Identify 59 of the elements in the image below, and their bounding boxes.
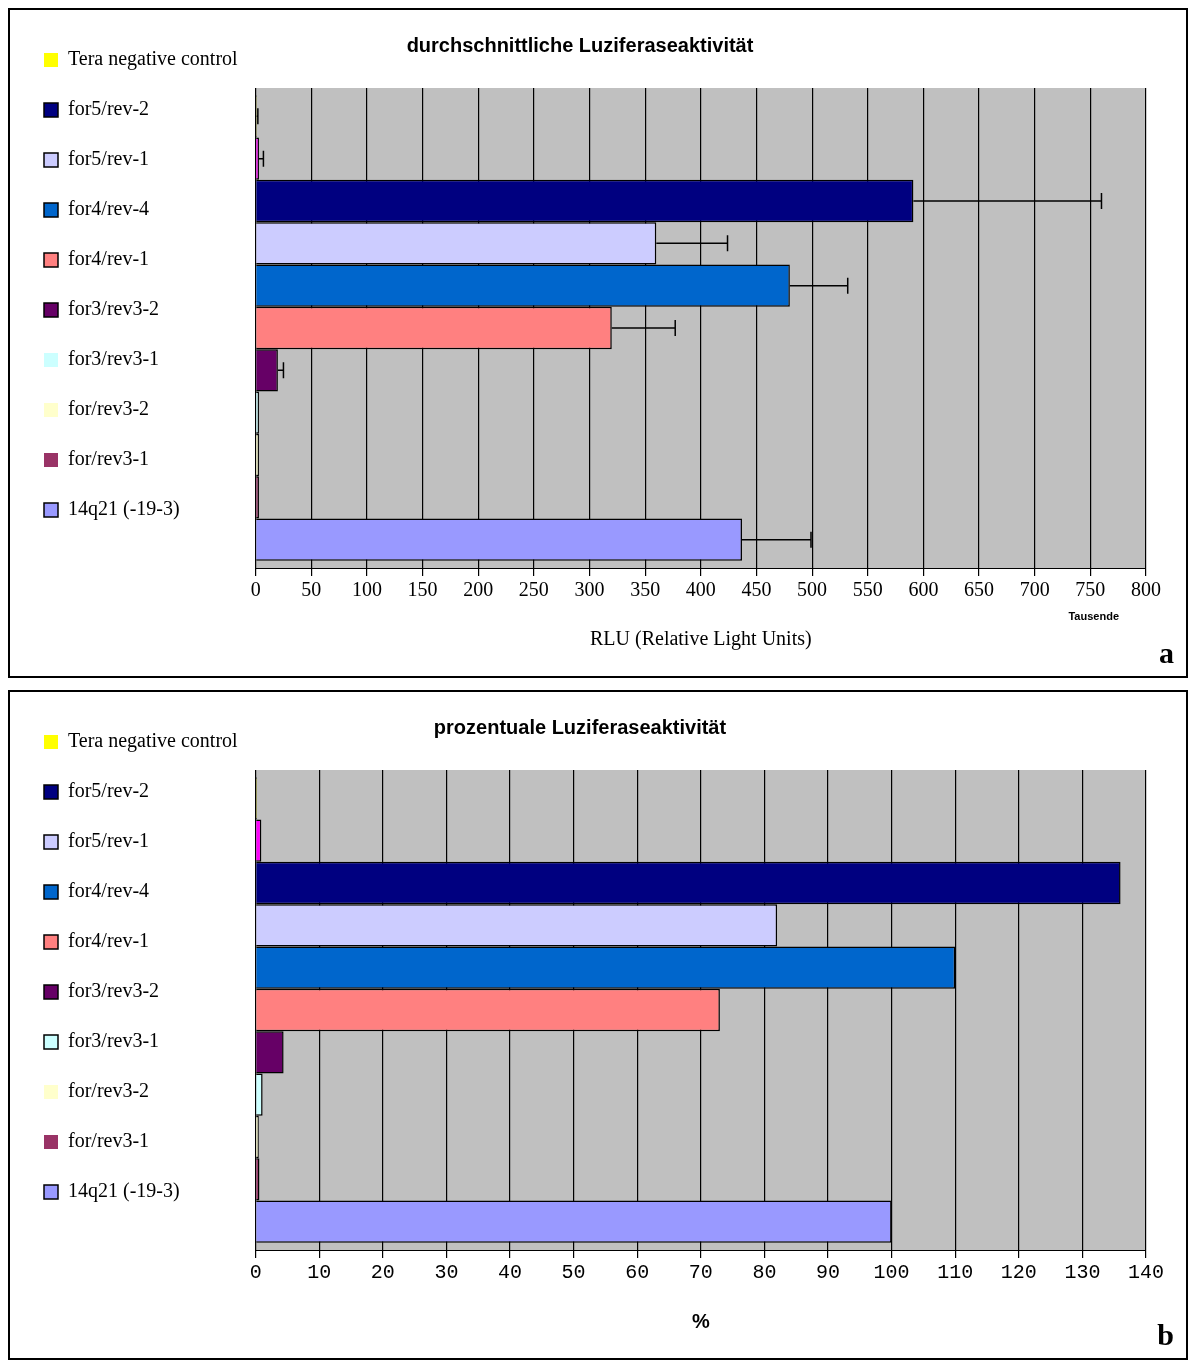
- x-tick-label: 70: [688, 1261, 713, 1285]
- x-axis-title: %: [691, 1309, 710, 1332]
- legend-label: for4/rev-4: [68, 197, 150, 220]
- legend-label: for5/rev-2: [68, 779, 150, 802]
- legend-label: 14q21 (-19-3): [68, 497, 180, 521]
- chart-title: durchschnittliche Luziferaseaktivität: [406, 33, 754, 56]
- x-tick-label: 0: [249, 1261, 262, 1285]
- x-tick-label: 80: [752, 1261, 777, 1285]
- legend-label: for3/rev3-1: [68, 347, 160, 370]
- text: a: [1159, 636, 1174, 670]
- x-tick-label: 400: [685, 578, 716, 601]
- x-tick-label: 50: [561, 1261, 586, 1285]
- x-tick-label: 500: [797, 578, 828, 601]
- x-tick-label: 0: [250, 578, 261, 601]
- x-tick-label: 250: [518, 578, 549, 601]
- x-tick-label: 750: [1075, 578, 1106, 601]
- x-tick-label: 300: [574, 578, 605, 601]
- x-tick-label: 700: [1019, 578, 1050, 601]
- x-tick-label: 50: [301, 578, 322, 601]
- x-tick-label: 450: [741, 578, 772, 601]
- x-tick-label: 100: [873, 1261, 910, 1285]
- x-tick-label: 110: [937, 1261, 974, 1285]
- legend-label: for3/rev3-2: [68, 979, 160, 1002]
- legend-label: for/rev3-1: [68, 1129, 150, 1152]
- x-tick-label: 600: [908, 578, 939, 601]
- x-tick-label: 130: [1064, 1261, 1101, 1285]
- x-axis-title: RLU (Relative Light Units): [589, 627, 812, 651]
- legend-label: 14q21 (-19-3): [68, 1179, 180, 1203]
- legend-label: Tera negative control: [68, 729, 239, 753]
- x-tick-label: 550: [852, 578, 883, 601]
- legend-label: for4/rev-4: [68, 879, 150, 902]
- legend-label: for4/rev-1: [68, 247, 150, 270]
- x-tick-label: 90: [816, 1261, 841, 1285]
- chart-title: prozentuale Luziferaseaktivität: [433, 715, 727, 738]
- x-tick-label: 40: [498, 1261, 523, 1285]
- legend-label: for5/rev-1: [68, 147, 150, 170]
- x-tick-label: 200: [463, 578, 494, 601]
- x-tick-label: 650: [964, 578, 995, 601]
- x-tick-label: 800: [1131, 578, 1161, 601]
- legend-label: for4/rev-1: [68, 929, 150, 952]
- x-tick-label: 10: [307, 1261, 332, 1285]
- legend-label: for5/rev-1: [68, 829, 150, 852]
- legend-label: for/rev3-2: [68, 1079, 150, 1102]
- x-tick-label: 120: [1000, 1261, 1037, 1285]
- x-tick-label: 350: [630, 578, 661, 601]
- legend-label: for3/rev3-2: [68, 297, 160, 320]
- text: Tausende: [1068, 610, 1119, 622]
- text: b: [1157, 1318, 1174, 1352]
- legend-label: for5/rev-2: [68, 97, 150, 120]
- x-tick-label: 100: [351, 578, 382, 601]
- x-tick-label: 20: [370, 1261, 395, 1285]
- x-tick-label: 140: [1127, 1261, 1165, 1285]
- legend-label: for/rev3-1: [68, 447, 150, 470]
- legend-label: Tera negative control: [68, 47, 239, 71]
- legend-label: for/rev3-2: [68, 397, 150, 420]
- x-tick-label: 30: [434, 1261, 459, 1285]
- legend-label: for3/rev3-1: [68, 1029, 160, 1052]
- x-tick-label: 150: [407, 578, 438, 601]
- x-tick-label: 60: [625, 1261, 650, 1285]
